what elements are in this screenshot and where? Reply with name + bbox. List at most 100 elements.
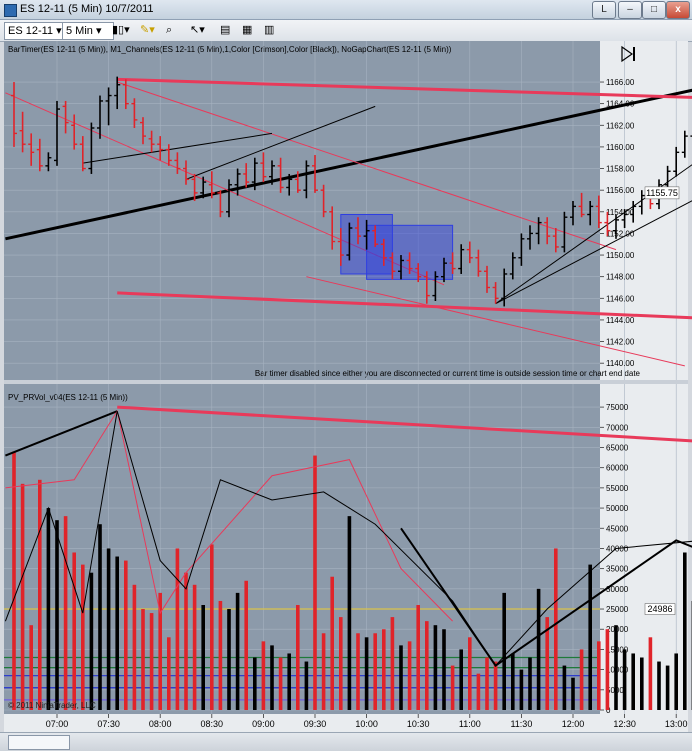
- chevron-down-icon: ▾: [56, 25, 62, 37]
- volume-bar: [47, 508, 51, 710]
- volume-bar: [666, 666, 670, 710]
- volume-bar: [494, 662, 498, 710]
- volume-bar: [296, 605, 300, 710]
- volume-bar: [640, 657, 644, 710]
- pencil-icon[interactable]: ✎▾: [140, 22, 162, 38]
- volume-bar: [124, 561, 128, 710]
- volume-bar: [356, 633, 360, 710]
- volume-bar: [201, 605, 205, 710]
- time-tick-label: 13:00: [665, 719, 688, 729]
- link-button[interactable]: L: [592, 1, 616, 19]
- instrument-selector[interactable]: ES 12-11 ▾: [4, 22, 66, 40]
- volume-bar: [210, 544, 214, 710]
- volume-bar: [219, 601, 223, 710]
- volume-tick-label: 50000: [606, 504, 629, 513]
- chart-area[interactable]: BarTimer(ES 12-11 (5 Min)), M1_Channels(…: [0, 41, 692, 732]
- statusbar: [0, 732, 692, 751]
- window-titlebar: ES 12-11 (5 Min) 10/7/2011 L – □ x: [0, 0, 692, 20]
- volume-bar: [451, 666, 455, 710]
- volume-bar: [442, 629, 446, 710]
- volume-bar: [167, 637, 171, 710]
- volume-bar: [434, 625, 438, 710]
- chart-toolbar: ES 12-11 ▾ 5 Min ▾ ▮▯▾ ✎▾ ⌕ ↖▾ ▤ ▦ ▥: [0, 20, 692, 42]
- last-volume-label: 24986: [647, 604, 672, 614]
- volume-bar: [133, 585, 137, 710]
- time-tick-label: 08:00: [149, 719, 172, 729]
- volume-bar: [408, 641, 412, 710]
- volume-bar: [55, 520, 59, 710]
- price-panel-header: BarTimer(ES 12-11 (5 Min)), M1_Channels(…: [8, 45, 452, 54]
- volume-bar: [330, 577, 334, 710]
- time-tick-label: 10:00: [355, 719, 378, 729]
- volume-bar: [459, 649, 463, 710]
- table-icon[interactable]: ▥: [264, 22, 282, 38]
- minimize-button[interactable]: –: [618, 1, 642, 19]
- volume-bar: [657, 662, 661, 710]
- volume-bar: [571, 678, 575, 710]
- volume-bar: [322, 633, 326, 710]
- volume-bar: [502, 593, 506, 710]
- volume-bar: [425, 621, 429, 710]
- volume-panel-header: PV_PRVol_v04(ES 12-11 (5 Min)): [8, 393, 128, 402]
- time-tick-label: 09:30: [304, 719, 327, 729]
- volume-bar: [649, 637, 653, 710]
- magnifier-icon[interactable]: ⌕: [166, 22, 186, 38]
- volume-bar: [631, 653, 635, 710]
- volume-bar: [391, 617, 395, 710]
- chart-tab[interactable]: [8, 735, 70, 750]
- volume-bar: [373, 633, 377, 710]
- bar-chart-icon[interactable]: ▮▯▾: [112, 22, 136, 38]
- volume-bar: [72, 552, 76, 710]
- price-tick-label: 1160.00: [606, 143, 635, 152]
- price-tick-label: 1146.00: [606, 294, 635, 303]
- volume-bar: [674, 653, 678, 710]
- price-tick-label: 1150.00: [606, 251, 635, 260]
- volume-bar: [416, 605, 420, 710]
- price-tick-label: 1162.00: [606, 121, 635, 130]
- time-tick-label: 10:30: [407, 719, 430, 729]
- volume-bar: [365, 637, 369, 710]
- volume-bar: [236, 593, 240, 710]
- volume-tick-label: 45000: [606, 524, 629, 533]
- volume-tick-label: 55000: [606, 484, 629, 493]
- volume-bar: [520, 670, 524, 710]
- volume-bar: [253, 657, 257, 710]
- volume-bar: [537, 589, 541, 710]
- time-tick-label: 12:30: [613, 719, 636, 729]
- volume-bar: [528, 657, 532, 710]
- volume-bar: [107, 548, 111, 710]
- volume-bar: [614, 625, 618, 710]
- volume-bar: [511, 653, 515, 710]
- volume-bar: [29, 625, 33, 710]
- volume-tick-label: 70000: [606, 423, 629, 432]
- time-tick-label: 07:30: [97, 719, 120, 729]
- volume-bar: [588, 565, 592, 710]
- volume-bar: [339, 617, 343, 710]
- panel-divider[interactable]: [4, 380, 688, 384]
- last-price-label: 1155.75: [646, 188, 678, 198]
- volume-bar: [348, 516, 352, 710]
- price-tick-label: 1156.00: [606, 186, 635, 195]
- volume-bar: [64, 516, 68, 710]
- close-button[interactable]: x: [666, 1, 690, 19]
- volume-bar: [468, 637, 472, 710]
- volume-tick-label: 75000: [606, 403, 629, 412]
- volume-bar: [382, 629, 386, 710]
- cursor-icon[interactable]: ↖▾: [190, 22, 214, 38]
- window-title: ES 12-11 (5 Min) 10/7/2011: [20, 3, 154, 15]
- volume-bar: [683, 552, 687, 710]
- properties-icon[interactable]: ▤: [220, 22, 238, 38]
- volume-bar: [90, 573, 94, 710]
- volume-bar: [305, 662, 309, 710]
- volume-bar: [597, 641, 601, 710]
- price-tick-label: 1148.00: [606, 273, 635, 282]
- volume-bar: [38, 480, 42, 710]
- time-tick-label: 08:30: [201, 719, 224, 729]
- volume-bar: [176, 548, 180, 710]
- maximize-button[interactable]: □: [642, 1, 666, 19]
- price-tick-label: 1142.00: [606, 338, 635, 347]
- instrument-label: ES 12-11: [8, 25, 53, 37]
- volume-bar: [287, 653, 291, 710]
- interval-selector[interactable]: 5 Min ▾: [62, 22, 114, 40]
- grid-icon[interactable]: ▦: [242, 22, 260, 38]
